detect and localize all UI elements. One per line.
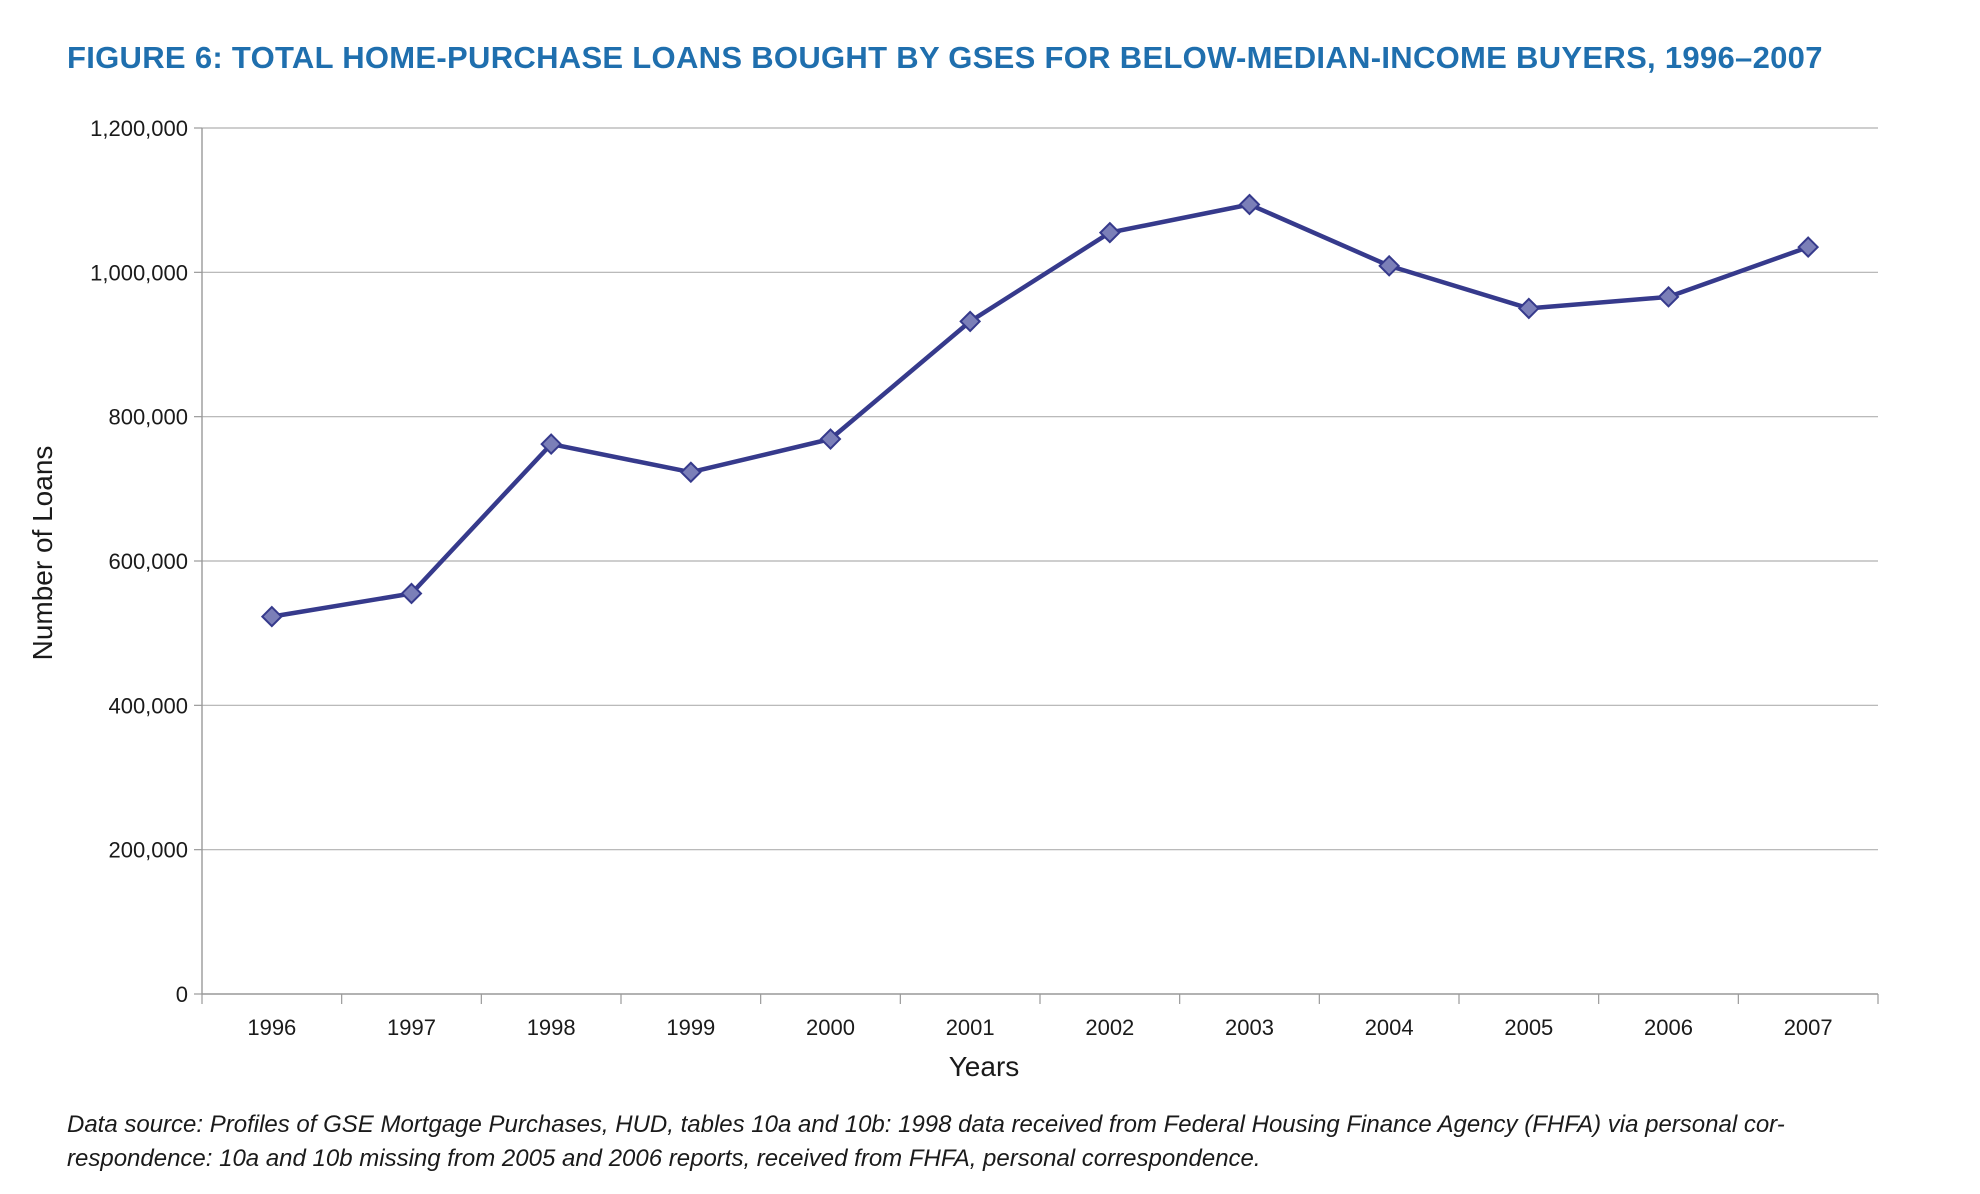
data-point-marker	[1238, 193, 1261, 216]
figure-title: FIGURE 6: TOTAL HOME-PURCHASE LOANS BOUG…	[67, 40, 1823, 75]
x-tick-label: 2003	[1225, 1015, 1274, 1040]
data-source-line-2: respondence: 10a and 10b missing from 20…	[67, 1145, 1261, 1172]
y-tick-label: 200,000	[108, 838, 188, 863]
data-point-marker	[679, 461, 702, 484]
y-tick-label: 400,000	[108, 693, 188, 718]
data-point-marker	[1797, 236, 1820, 258]
data-point-marker	[260, 605, 283, 628]
line-chart: 0 200,000 400,000 600,000 800,000 1,000,000 1,…	[27, 116, 1879, 1082]
x-tick-label: 1999	[666, 1015, 715, 1040]
y-tick-label: 600,000	[108, 549, 188, 574]
x-tick-label: 1998	[527, 1015, 576, 1040]
series-line-path	[271, 202, 1809, 619]
x-tick-labels: 1996 1997 1998 1999 2000 2001 2002 2003 2004 2005…	[247, 1015, 1832, 1040]
x-tick-label: 1997	[387, 1015, 436, 1040]
x-tick-label: 2004	[1365, 1015, 1414, 1040]
data-point-marker	[1517, 297, 1540, 320]
data-point-marker	[540, 433, 563, 456]
x-axis-title: Years	[949, 1051, 1020, 1082]
y-tick-labels: 0 200,000 400,000 600,000 800,000 1,000,000 1,…	[90, 116, 188, 1007]
data-point-marker	[959, 310, 982, 333]
data-point-marker	[819, 428, 842, 450]
series-markers	[260, 193, 1820, 628]
x-tick-label: 2001	[946, 1015, 995, 1040]
y-axis-title: Number of Loans	[27, 446, 58, 661]
x-tick-label: 2006	[1644, 1015, 1693, 1040]
y-tick-label: 1,000,000	[90, 260, 188, 285]
x-tick-label: 2000	[806, 1015, 855, 1040]
x-tick-label: 2007	[1784, 1015, 1833, 1040]
x-tick-label: 2002	[1085, 1015, 1134, 1040]
data-source-note: Data source: Profiles of GSE Mortgage Pu…	[67, 1108, 1937, 1176]
x-tick-label: 2005	[1504, 1015, 1553, 1040]
data-point-marker	[1378, 254, 1401, 277]
data-point-marker	[1098, 221, 1121, 244]
axes	[194, 127, 1879, 1004]
x-tick-label: 1996	[247, 1015, 296, 1040]
data-source-line-1: Data source: Profiles of GSE Mortgage Pu…	[67, 1111, 1785, 1138]
y-tick-label: 0	[176, 982, 188, 1007]
series-line	[271, 202, 1809, 619]
data-point-marker	[1657, 285, 1680, 308]
gridlines	[202, 127, 1878, 851]
y-tick-label: 800,000	[108, 405, 188, 430]
y-tick-label: 1,200,000	[90, 116, 188, 141]
data-point-marker	[400, 582, 423, 605]
